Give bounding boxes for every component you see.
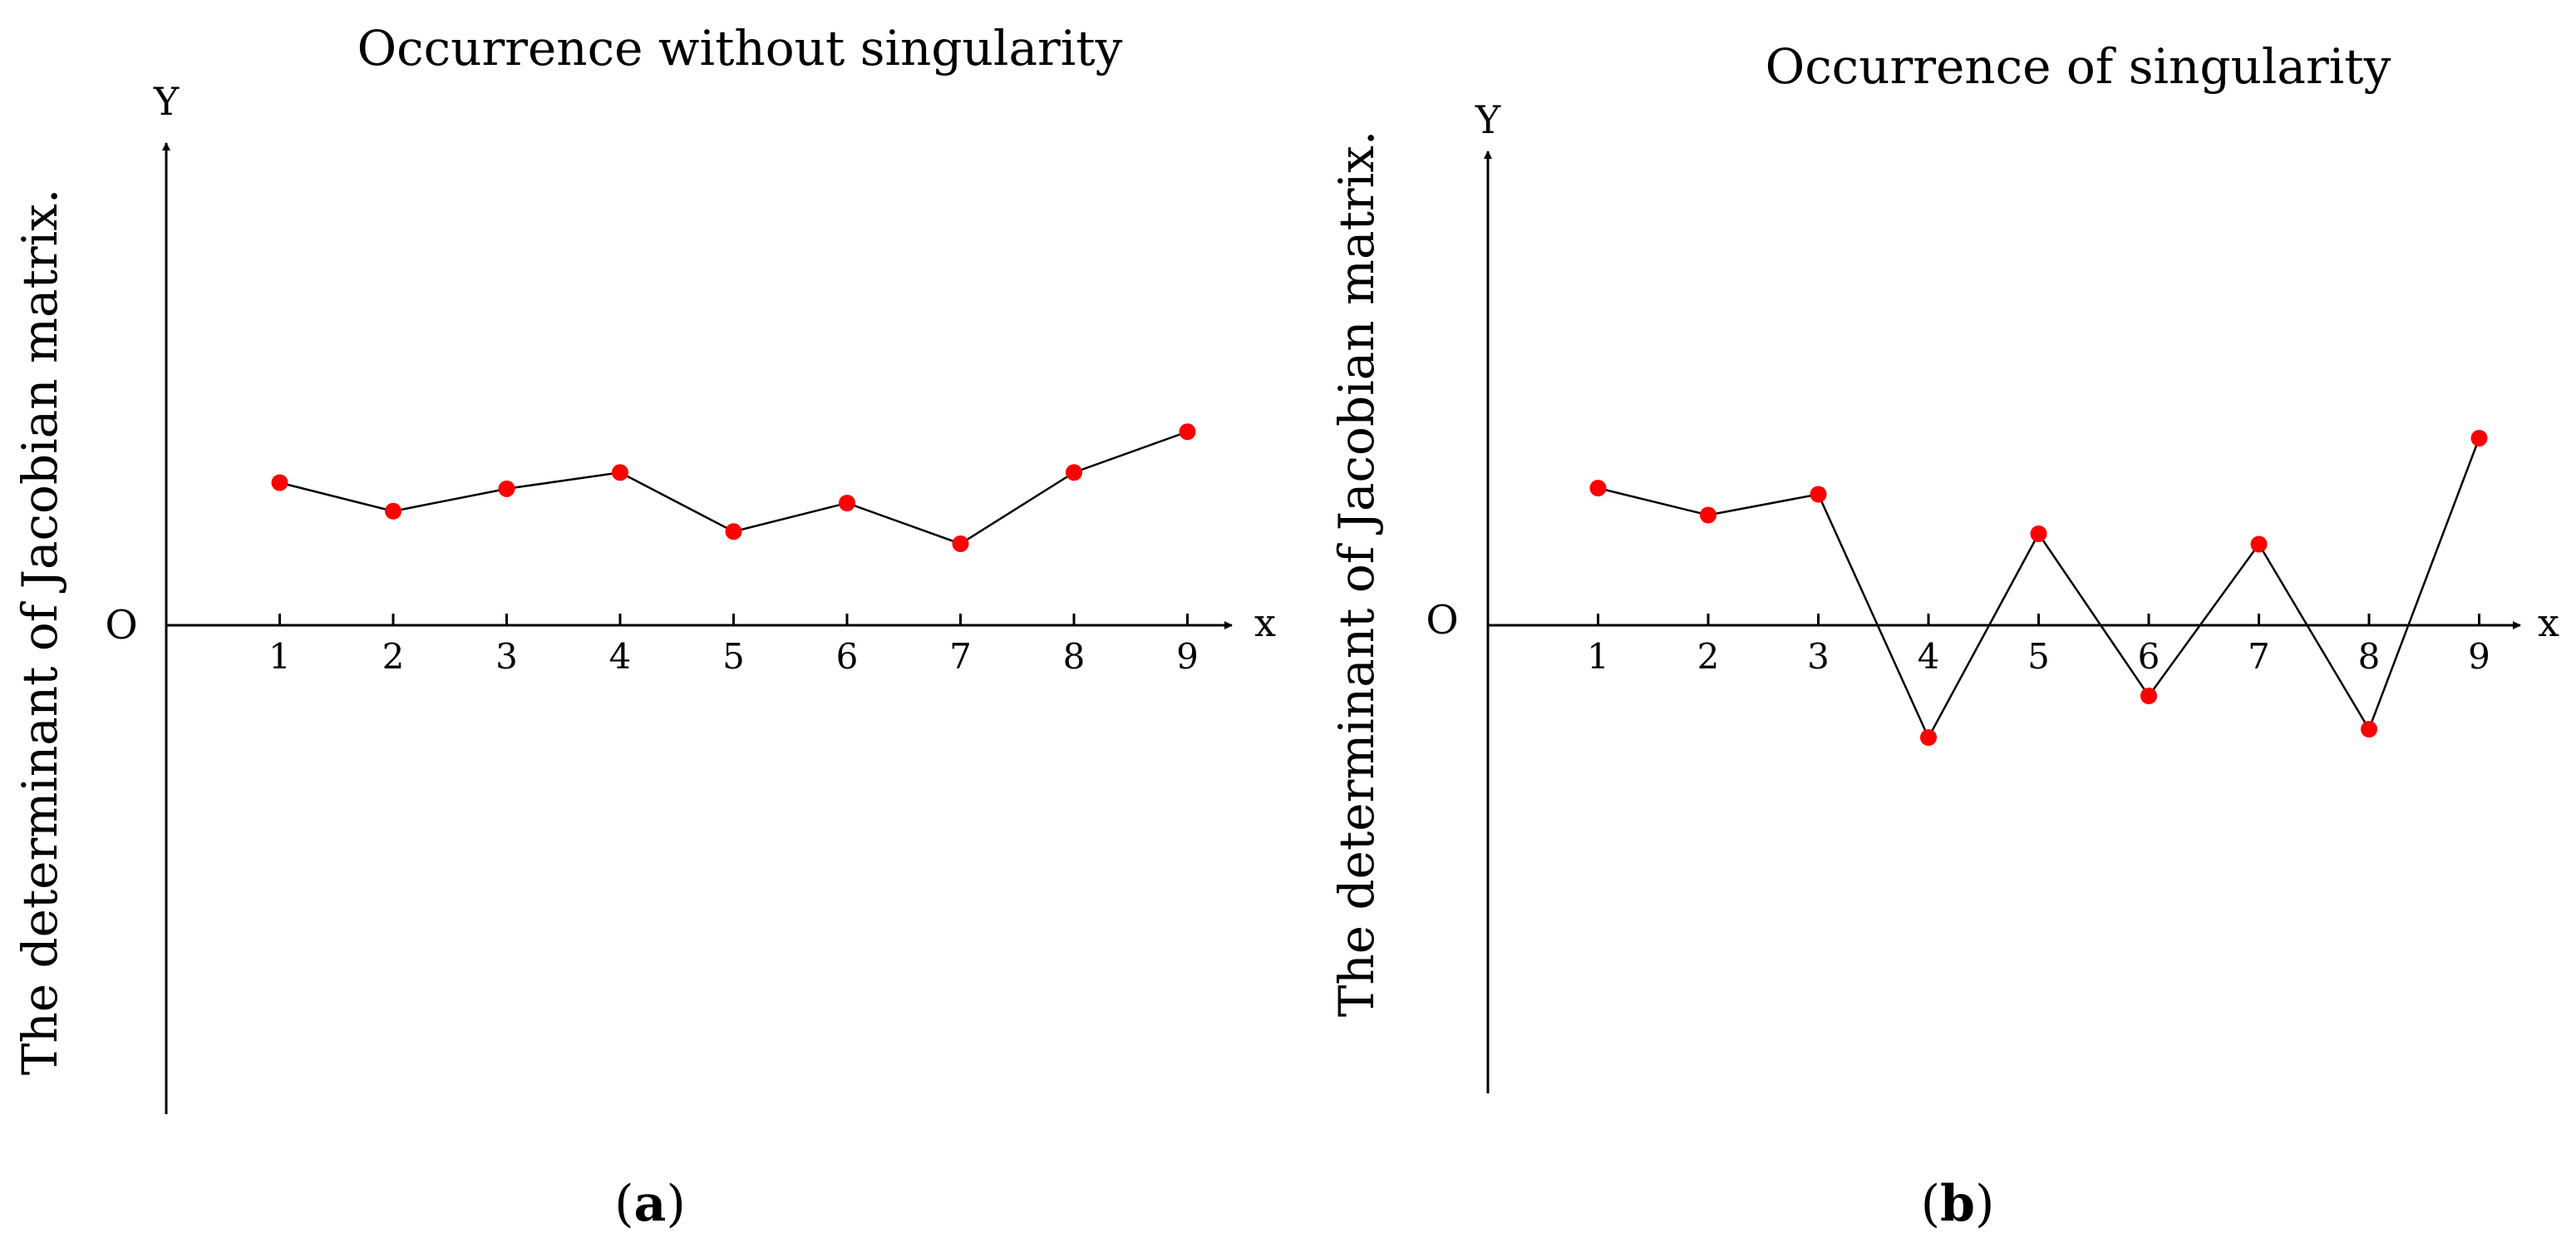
- panel-a-tick-label-1: 1: [268, 636, 291, 677]
- panel-a-label-letter: a: [634, 1175, 667, 1233]
- panel-a-tick-label-7: 7: [949, 636, 972, 677]
- panel-a-tick-label-3: 3: [495, 636, 518, 677]
- panel-b-title: Occurrence of singularity: [1766, 38, 2391, 95]
- panel-b-tick-label-9: 9: [2468, 636, 2490, 677]
- panel-a-tick-label-2: 2: [382, 636, 405, 677]
- panel-a-point-6: [839, 495, 855, 511]
- panel-a-point-5: [725, 523, 742, 540]
- panel-b-x-axis-letter: x: [2538, 600, 2559, 645]
- panel-b-y-axis-title: The determinant of Jacobian matrix.: [1328, 131, 1385, 1018]
- panel-b-point-9: [2470, 430, 2488, 446]
- panel-a-point-4: [612, 464, 628, 481]
- panel-a-tick-label-8: 8: [1063, 636, 1086, 677]
- panel-b-point-3: [1810, 486, 1827, 503]
- panel-a-label-open: (: [614, 1175, 633, 1233]
- panel-b-series: [1598, 437, 2480, 740]
- panel-b-tick-labels: 1 2 3 4 5 6 7 8 9: [1587, 636, 2490, 677]
- panel-b-point-4: [1920, 729, 1937, 746]
- panel-a-y-axis-title: The determinant of Jacobian matrix.: [12, 189, 68, 1076]
- panel-a-tick-label-4: 4: [609, 636, 632, 677]
- panel-b-points: [1589, 430, 2488, 746]
- panel-a-point-3: [498, 480, 515, 497]
- panel-a-title: Occurrence without singularity: [357, 20, 1123, 76]
- panel-a-point-8: [1066, 464, 1082, 481]
- panel-b-point-7: [2250, 535, 2268, 553]
- panel-b-tick-label-2: 2: [1697, 636, 1720, 677]
- panel-b-tick-label-1: 1: [1587, 636, 1609, 677]
- panel-b-tick-label-5: 5: [2027, 636, 2050, 677]
- panel-b-label: (b): [1921, 1175, 1995, 1233]
- panel-a-tick-label-6: 6: [836, 636, 859, 677]
- panel-b-tick-label-7: 7: [2248, 636, 2270, 677]
- panel-b-tick-label-6: 6: [2138, 636, 2160, 677]
- panel-b-tick-label-8: 8: [2358, 636, 2381, 677]
- panel-b-axes: [1484, 150, 2521, 1093]
- panel-b-y-axis-letter: Y: [1475, 97, 1501, 142]
- panel-a-point-2: [385, 502, 401, 520]
- panel-a-ticks: [278, 614, 1189, 625]
- panel-a-y-axis-letter: Y: [153, 79, 180, 124]
- panel-a-x-axis-letter: x: [1254, 600, 1276, 645]
- panel-a-point-1: [271, 474, 288, 491]
- panel-b-label-letter: b: [1940, 1175, 1975, 1233]
- panel-b-series-line: [1598, 437, 2480, 740]
- panel-a-origin-label: O: [105, 602, 137, 649]
- panel-b-point-2: [1700, 506, 1717, 524]
- panel-b-ticks: [1597, 614, 2480, 625]
- panel-b-tick-label-4: 4: [1918, 636, 1940, 677]
- panel-b-label-close: ): [1975, 1175, 1994, 1233]
- panel-b-point-5: [2030, 525, 2047, 542]
- panel-a-label-close: ): [666, 1175, 685, 1233]
- panel-a-point-7: [952, 535, 969, 552]
- panel-a-tick-label-5: 5: [722, 636, 745, 677]
- panel-a-tick-label-9: 9: [1176, 636, 1199, 677]
- panel-a-points: [271, 423, 1196, 552]
- panel-b-tick-label-3: 3: [1807, 636, 1830, 677]
- panel-a-tick-labels: 1 2 3 4 5 6 7 8 9: [268, 636, 1199, 677]
- panel-b-point-1: [1589, 480, 1607, 496]
- panel-a-point-9: [1179, 423, 1196, 441]
- panel-b-point-6: [2140, 688, 2157, 704]
- panel-a-axes: [162, 142, 1233, 1114]
- panel-b-origin-label: O: [1426, 597, 1458, 644]
- panel-b-chart: Occurrence of singularity The determinan…: [1328, 38, 2559, 1233]
- panel-b-label-open: (: [1921, 1175, 1940, 1233]
- panel-b-point-8: [2361, 721, 2377, 738]
- panel-a-chart: Occurrence without singularity The deter…: [12, 20, 1276, 1233]
- panel-a-label: (a): [614, 1175, 686, 1233]
